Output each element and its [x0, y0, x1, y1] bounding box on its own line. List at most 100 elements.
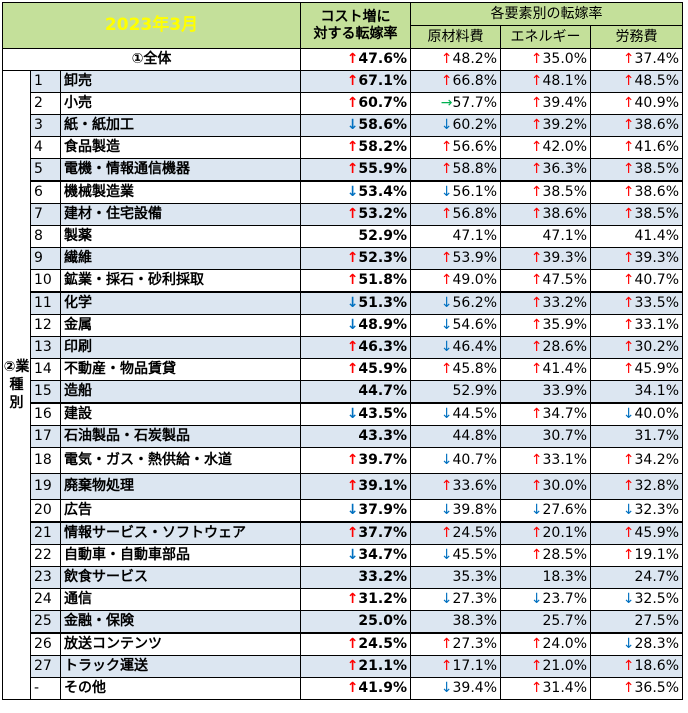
trend-down-icon: ↓ — [346, 317, 359, 333]
trend-up-icon: ↑ — [440, 206, 453, 222]
pass-through-rate: ↑45.9% — [300, 358, 411, 381]
pass-through-rate: ↓43.5% — [300, 402, 411, 426]
labor-rate: ↑40.9% — [590, 92, 683, 115]
table-row: 18 電気・ガス・熱供給・水道 ↑39.7% ↓40.7% ↑33.1% ↑34.2% — [3, 447, 683, 474]
energy-rate: ↑47.5% — [500, 269, 591, 293]
table-row: 22 自動車・自動車部品 ↓34.7% ↓45.5% ↑28.5% ↑19.1% — [3, 544, 683, 567]
trend-up-icon: ↑ — [346, 272, 359, 288]
total-labor: ↑37.4% — [590, 48, 683, 71]
energy-rate: ↑38.6% — [500, 203, 591, 226]
trend-up-icon: ↑ — [346, 161, 359, 177]
trend-up-icon: ↑ — [530, 161, 543, 177]
table-row: 20 広告 ↓37.9% ↓39.8% ↓27.6% ↓32.3% — [3, 499, 683, 523]
row-number: - — [30, 677, 61, 700]
industry-name: 電気・ガス・熱供給・水道 — [60, 447, 301, 474]
labor-rate: 34.1% — [590, 380, 683, 404]
pass-through-rate: 43.3% — [300, 425, 411, 448]
trend-up-icon: ↑ — [530, 339, 543, 355]
trend-up-icon: ↑ — [530, 452, 543, 468]
energy-rate: ↑31.4% — [500, 677, 591, 700]
energy-rate: ↑39.2% — [500, 114, 591, 137]
materials-rate: ↑49.0% — [410, 269, 501, 293]
industry-name: 紙・紙加工 — [60, 114, 301, 137]
trend-up-icon: ↑ — [440, 658, 453, 674]
energy-rate: ↑30.0% — [500, 473, 591, 500]
row-number: 2 — [30, 92, 61, 115]
trend-down-icon: ↓ — [346, 117, 359, 133]
trend-up-icon: ↑ — [622, 184, 635, 200]
trend-up-icon: ↑ — [346, 339, 359, 355]
materials-rate: ↓56.2% — [410, 291, 501, 315]
labor-rate: ↑48.5% — [590, 70, 683, 93]
labor-rate: ↑38.6% — [590, 114, 683, 137]
table-row: 13 印刷 ↑46.3% ↓46.4% ↑28.6% ↑30.2% — [3, 336, 683, 359]
pass-through-rate: ↓51.3% — [300, 291, 411, 315]
trend-up-icon: ↑ — [622, 272, 635, 288]
table-row: 23 飲食サービス 33.2% 35.3% 18.3% 24.7% — [3, 566, 683, 589]
row-number: 24 — [30, 588, 61, 611]
pass-through-rate: 44.7% — [300, 380, 411, 404]
trend-up-icon: ↑ — [622, 478, 635, 494]
energy-rate: ↑33.2% — [500, 291, 591, 315]
pass-through-rate: ↑41.9% — [300, 677, 411, 700]
table-row: 4 食品製造 ↑58.2% ↑56.6% ↑42.0% ↑41.6% — [3, 136, 683, 159]
trend-up-icon: ↑ — [530, 295, 543, 311]
trend-down-icon: ↓ — [440, 184, 453, 200]
labor-rate: 31.7% — [590, 425, 683, 448]
row-number: 1 — [30, 70, 61, 93]
trend-up-icon: ↑ — [346, 95, 359, 111]
row-number: 16 — [30, 402, 61, 426]
trend-up-icon: ↑ — [622, 73, 635, 89]
labor-rate: ↑38.6% — [590, 180, 683, 204]
energy-rate: ↓27.6% — [500, 499, 591, 523]
table-row: 27 トラック運送 ↑21.1% ↑17.1% ↑21.0% ↑18.6% — [3, 655, 683, 678]
trend-up-icon: ↑ — [346, 452, 359, 468]
industry-name: 金融・保険 — [60, 610, 301, 634]
trend-up-icon: ↑ — [530, 361, 543, 377]
factor-group-header: 各要素別の転嫁率 — [410, 2, 683, 26]
trend-down-icon: ↓ — [622, 636, 635, 652]
pass-through-rate: ↑24.5% — [300, 632, 411, 656]
row-number: 26 — [30, 632, 61, 656]
row-number: 8 — [30, 225, 61, 248]
materials-rate: →57.7% — [410, 92, 501, 115]
labor-rate: ↑39.3% — [590, 247, 683, 270]
pass-through-rate: ↓34.7% — [300, 544, 411, 567]
trend-down-icon: ↓ — [440, 547, 453, 563]
pass-through-rate: ↓58.6% — [300, 114, 411, 137]
trend-up-icon: ↑ — [346, 525, 359, 541]
industry-name: 製薬 — [60, 225, 301, 248]
pass-through-rate: ↑67.1% — [300, 70, 411, 93]
industry-name: 鉱業・採石・砂利採取 — [60, 269, 301, 293]
industry-name: 卸売 — [60, 70, 301, 93]
energy-rate: ↑28.6% — [500, 336, 591, 359]
table-row: 21 情報サービス・ソフトウェア ↑37.7% ↑24.5% ↑20.1% ↑45.9% — [3, 521, 683, 545]
table-row: 24 通信 ↑31.2% ↓27.3% ↓23.7% ↓32.5% — [3, 588, 683, 611]
energy-rate: ↑33.1% — [500, 447, 591, 474]
trend-down-icon: ↓ — [440, 452, 453, 468]
trend-up-icon: ↑ — [440, 139, 453, 155]
materials-rate: ↑24.5% — [410, 521, 501, 545]
trend-down-icon: ↓ — [622, 406, 635, 422]
energy-rate: ↑34.7% — [500, 402, 591, 426]
row-number: 12 — [30, 314, 61, 337]
labor-header: 労務費 — [590, 25, 683, 49]
energy-rate: ↑38.5% — [500, 180, 591, 204]
trend-flat-icon: → — [440, 95, 453, 111]
pass-through-rate: 33.2% — [300, 566, 411, 589]
total-row: ①全体 ↑47.6% ↑48.2% ↑35.0% ↑37.4% — [2, 48, 683, 71]
industry-name: 建設 — [60, 402, 301, 426]
energy-rate: ↓23.7% — [500, 588, 591, 611]
industry-name: 造船 — [60, 380, 301, 404]
industry-name: 不動産・物品賃貸 — [60, 358, 301, 381]
row-number: 5 — [30, 158, 61, 182]
table-row: ②業種別 1 卸売 ↑67.1% ↑66.8% ↑48.1% ↑48.5% — [2, 70, 683, 700]
row-number: 15 — [30, 380, 61, 404]
table-row: 17 石油製品・石炭製品 43.3% 44.8% 30.7% 31.7% — [3, 425, 683, 448]
trend-up-icon: ↑ — [622, 317, 635, 333]
trend-up-icon: ↑ — [440, 361, 453, 377]
materials-header: 原材料費 — [410, 25, 501, 49]
materials-rate: ↑56.6% — [410, 136, 501, 159]
labor-rate: ↑36.5% — [590, 677, 683, 700]
trend-up-icon: ↑ — [530, 658, 543, 674]
